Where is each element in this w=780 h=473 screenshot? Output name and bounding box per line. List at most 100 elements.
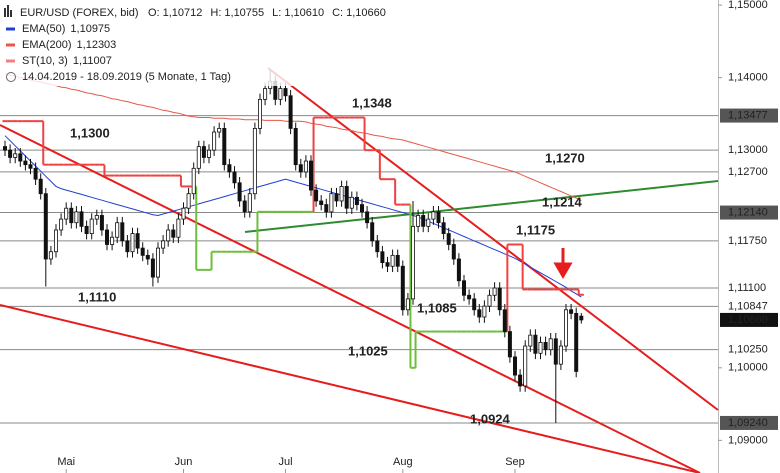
candle-body (303, 160, 308, 173)
candle-body (13, 153, 18, 158)
indicator-line (4, 73, 582, 202)
candle-body (487, 294, 492, 307)
candle-body (370, 222, 375, 242)
y-tick-label: 1,15000 (728, 0, 768, 11)
annotation: 1,1300 (70, 125, 110, 140)
candle-body (161, 240, 166, 249)
candle-body (115, 222, 120, 238)
candle-body (94, 215, 99, 220)
candle-body (324, 204, 329, 213)
candle-body (222, 128, 227, 166)
ohlc-key: H: (210, 7, 221, 19)
candle-body (513, 356, 518, 376)
candle-body (431, 211, 436, 220)
level-label: 1,10847 (728, 300, 768, 312)
candle-body (569, 309, 574, 314)
candle-body (252, 128, 257, 195)
candle-body (237, 182, 242, 202)
candle-body (18, 153, 23, 162)
candle-body (181, 207, 186, 220)
candle-body (232, 171, 237, 184)
ohlc-value: 1,10610 (284, 7, 324, 19)
candle-body (48, 251, 53, 260)
level-label: 1,13477 (728, 109, 768, 121)
candle-body (497, 287, 502, 311)
candle-body (553, 338, 558, 365)
trend-lines (0, 67, 719, 473)
candle-body (319, 200, 324, 205)
candle-body (502, 309, 507, 332)
ohlc-value: 1,10755 (224, 7, 264, 19)
legend-name: ST(10, 3) (22, 55, 68, 67)
indicators (2, 73, 584, 369)
annotation: 1,1214 (542, 194, 583, 209)
legend-entry: EMA(50) 1,10975 (22, 23, 110, 35)
candle-body (298, 164, 303, 173)
candle-body (390, 254, 395, 267)
candle-body (196, 146, 201, 169)
candle-body (334, 193, 339, 202)
annotation: 1,1175 (516, 222, 555, 237)
candle-body (436, 211, 441, 224)
trend-line (267, 67, 719, 411)
candle-body (329, 193, 334, 213)
x-tick-label: Jul (278, 456, 292, 468)
level-label: 1,09240 (728, 417, 768, 429)
candle-body (410, 225, 415, 300)
legend-value: 1,11007 (73, 55, 112, 67)
candle-body (349, 196, 354, 209)
candle-body (538, 342, 543, 354)
candle-body (212, 131, 217, 151)
candle-body (201, 146, 206, 158)
candle-body (528, 334, 533, 347)
candle-body (441, 222, 446, 234)
candle-body (84, 225, 89, 234)
legend-name: EMA(50) (22, 23, 65, 35)
annotation: 1,1085 (417, 300, 457, 315)
ohlc-value: 1,10712 (163, 7, 203, 19)
legend-entry: ST(10, 3) 1,11007 (22, 55, 112, 67)
candle-body (105, 229, 110, 245)
candle-body (416, 215, 421, 227)
candle-body (206, 149, 211, 158)
x-tick-label: Mai (57, 456, 75, 468)
level-label: 1,11100 (728, 282, 766, 294)
candle-body (421, 215, 426, 227)
candle-body (23, 160, 28, 166)
candle-body (314, 189, 319, 202)
legend-value: 1,10975 (70, 23, 110, 35)
indicator-legend: EMA(50) 1,10975 EMA(200) 1,12303 ST(10, 3) 1,… (6, 23, 116, 67)
annotation: 1,1348 (352, 95, 392, 110)
ohlc: O: 1,10712 H: 1,10755 L: 1,10610 C: 1,10660 (148, 7, 386, 19)
axis: 1,15000 1,14000 1,10000 1,09000 1,13477 1,130… (57, 0, 778, 473)
legend: EUR/USD (FOREX, bid) O: 1,10712 H: 1,10755 L… (0, 0, 386, 86)
candle-body (472, 298, 477, 311)
candle-body (125, 240, 130, 253)
ohlc-key: L: (272, 7, 281, 19)
candle-body (33, 167, 38, 180)
annotation: 1,1025 (348, 343, 388, 358)
candle-body (558, 345, 563, 365)
candle-body (533, 334, 538, 354)
candle-body (380, 251, 385, 264)
trend-line (0, 304, 701, 473)
candle-body (400, 265, 405, 311)
candle-body (120, 222, 125, 242)
indicator-line (4, 135, 582, 298)
candle-body (89, 218, 94, 234)
candle-body (242, 200, 247, 213)
candle-body (492, 287, 497, 296)
candle-body (99, 215, 104, 231)
arrow (553, 248, 573, 279)
candles (3, 70, 584, 423)
candle-body (375, 240, 380, 253)
candle-body (110, 236, 115, 245)
candle-body (405, 298, 410, 311)
candle-body (308, 160, 313, 191)
candle-body (467, 294, 472, 300)
candle-body (74, 211, 79, 224)
candle-body (283, 88, 288, 97)
ohlc-key: C: (332, 7, 343, 19)
candle-body (426, 218, 431, 227)
